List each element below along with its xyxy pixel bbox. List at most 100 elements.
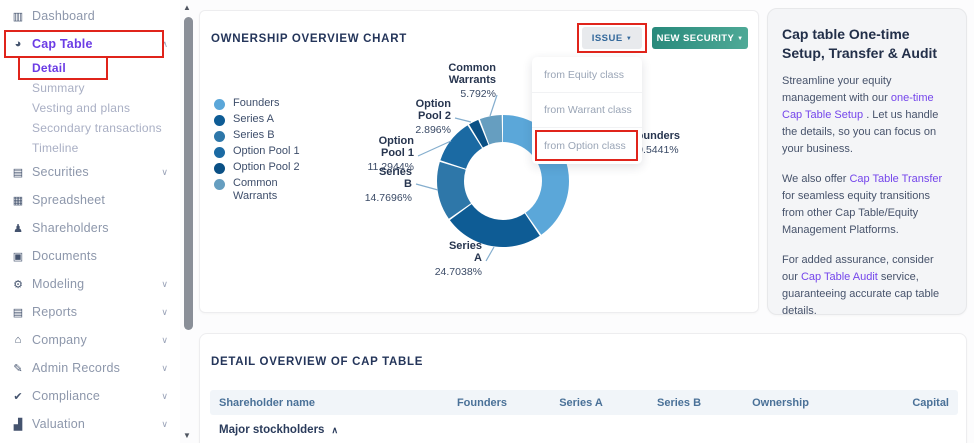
sidebar-item-label: Admin Records <box>32 361 121 375</box>
promo-paragraph-2: We also offer Cap Table Transfer for sea… <box>782 171 952 239</box>
column-header-founders: Founders <box>456 396 508 409</box>
admin-records-icon: ✎ <box>13 362 23 375</box>
sidebar-item-label: Summary <box>32 81 85 95</box>
sidebar-item-label: Cap Table <box>32 37 93 51</box>
sidebar-item-valuation[interactable]: ▟ Valuation ∨ <box>0 410 180 438</box>
sidebar-item-shareholders[interactable]: ♟ Shareholders <box>0 214 180 242</box>
promo-text: . Let us handle the details, so you can … <box>782 108 939 155</box>
chart-card-title: OWNERSHIP OVERVIEW CHART <box>211 33 407 45</box>
group-row-label: Major stockholders <box>219 424 325 436</box>
sidebar-item-spreadsheet[interactable]: ▦ Spreadsheet <box>0 186 180 214</box>
scroll-up-icon[interactable]: ▲ <box>183 3 191 12</box>
promo-link[interactable]: one-time Cap Table Setup <box>782 91 934 121</box>
callout-option-pool-2: Option Pool 2 2.896% <box>415 98 451 136</box>
chevron-up-icon: ∧ <box>161 38 168 49</box>
sidebar-item-label: Modeling <box>32 277 85 291</box>
issue-button[interactable]: ISSUE ▼ <box>582 27 642 49</box>
reports-icon: ▤ <box>12 306 24 319</box>
sidebar-nav: ▥ Dashboard ◕ Cap Table ∧ Detail Summary Vestin… <box>0 2 180 438</box>
ownership-chart-card: OWNERSHIP OVERVIEW CHART Founders Series … <box>199 10 759 313</box>
sidebar-subitem-timeline[interactable]: Timeline <box>0 138 180 158</box>
dropdown-item-from-option-class[interactable]: from Option class <box>532 128 642 163</box>
dropdown-item-from-warrant-class[interactable]: from Warrant class <box>532 93 642 128</box>
sidebar-item-admin-records[interactable]: ✎ Admin Records ∨ <box>0 354 180 382</box>
promo-link[interactable]: Cap Table Transfer <box>849 173 943 186</box>
callout-value: 24.7038% <box>434 265 482 278</box>
documents-icon: ▣ <box>12 250 24 263</box>
callout-value: 14.7696% <box>364 191 412 204</box>
sidebar-item-label: Spreadsheet <box>32 193 106 207</box>
sidebar-item-label: Detail <box>32 61 66 75</box>
legend-label: Series A <box>233 113 274 125</box>
sidebar-item-modeling[interactable]: ⚙ Modeling ∨ <box>0 270 180 298</box>
chevron-down-icon: ▼ <box>625 35 633 42</box>
sidebar-item-label: Compliance <box>32 389 101 403</box>
callout-label: Option Pool 1 <box>378 135 414 159</box>
legend-item-founders[interactable]: Founders <box>214 97 324 110</box>
sidebar-subitem-vesting-and-plans[interactable]: Vesting and plans <box>0 98 180 118</box>
callout-founders: Founders 40.5441% <box>626 130 684 156</box>
callout-series-a: Series A 24.7038% <box>434 240 482 278</box>
sidebar-item-reports[interactable]: ▤ Reports ∨ <box>0 298 180 326</box>
promo-text: We also offer <box>782 173 850 186</box>
issue-button-label: ISSUE <box>591 32 623 44</box>
column-header-series-a: Series A <box>559 396 603 409</box>
sidebar-subitem-detail[interactable]: Detail <box>0 56 180 80</box>
securities-icon: ▤ <box>12 166 24 179</box>
callout-label: Common Warrants <box>448 62 496 86</box>
callout-value: 2.896% <box>415 123 451 136</box>
column-header-series-b: Series B <box>656 396 702 409</box>
new-security-button[interactable]: NEW SECURITY ▼ <box>652 27 748 49</box>
legend-swatch <box>214 179 225 190</box>
chevron-down-icon: ∨ <box>161 334 168 345</box>
scrollbar-thumb[interactable] <box>184 17 193 330</box>
dropdown-item-from-equity-class[interactable]: from Equity class <box>532 58 642 93</box>
scroll-down-icon[interactable]: ▼ <box>183 431 191 440</box>
sidebar-item-documents[interactable]: ▣ Documents <box>0 242 180 270</box>
promo-title: Cap table One-time Setup, Transfer & Aud… <box>782 26 938 61</box>
group-row-major-stockholders[interactable]: Major stockholders ∧ <box>219 424 338 436</box>
promo-paragraph-1: Streamline your equity management with o… <box>782 73 952 158</box>
callout-label: Series B <box>378 166 412 190</box>
callout-label: Founders <box>629 130 681 142</box>
sidebar-subitem-secondary-transactions[interactable]: Secondary transactions <box>0 118 180 138</box>
sidebar-item-cap-table[interactable]: ◕ Cap Table ∧ <box>0 30 180 58</box>
legend-item-option-pool-2[interactable]: Option Pool 2 <box>214 161 324 174</box>
sidebar-item-company[interactable]: ⌂ Company ∨ <box>0 326 180 354</box>
legend-item-series-b[interactable]: Series B <box>214 129 324 142</box>
chevron-up-icon[interactable]: ∧ <box>331 424 339 435</box>
sidebar: ▥ Dashboard ◕ Cap Table ∧ Detail Summary Vestin… <box>0 0 180 443</box>
callout-value: 40.5441% <box>631 143 679 156</box>
legend-item-series-a[interactable]: Series A <box>214 113 324 126</box>
column-header-shareholder-name: Shareholder name <box>219 396 315 409</box>
dashboard-icon: ▥ <box>12 10 24 23</box>
legend-label: Option Pool 1 <box>233 145 300 157</box>
scrollbar[interactable]: ▲ ▼ <box>180 0 197 443</box>
legend-item-option-pool-1[interactable]: Option Pool 1 <box>214 145 324 158</box>
new-security-button-label: NEW SECURITY <box>656 32 735 44</box>
legend-label: Series B <box>233 129 275 141</box>
legend-swatch <box>214 115 225 126</box>
sidebar-item-securities[interactable]: ▤ Securities ∨ <box>0 158 180 186</box>
chevron-down-icon: ∨ <box>161 306 168 317</box>
chevron-down-icon: ∨ <box>161 278 168 289</box>
promo-text: Streamline your equity management with o… <box>782 74 892 104</box>
sidebar-item-compliance[interactable]: ✔ Compliance ∨ <box>0 382 180 410</box>
column-header-ownership: Ownership <box>752 396 809 409</box>
sidebar-item-dashboard[interactable]: ▥ Dashboard <box>0 2 180 30</box>
modeling-icon: ⚙ <box>13 278 23 291</box>
callout-label: Option Pool 2 <box>415 98 451 122</box>
promo-link[interactable]: Cap Table Audit <box>800 271 878 284</box>
sidebar-subitem-summary[interactable]: Summary <box>0 78 180 98</box>
table-header-row: Shareholder name Founders Series A Series B… <box>210 390 958 415</box>
cap-table-icon: ◕ <box>14 38 22 50</box>
chevron-down-icon: ∨ <box>161 418 168 429</box>
sidebar-item-label: Company <box>32 333 87 347</box>
legend-item-common-warrants[interactable]: Common Warrants <box>214 177 324 203</box>
valuation-icon: ▟ <box>13 418 23 431</box>
promo-text: For added assurance, consider our <box>782 254 934 284</box>
spreadsheet-icon: ▦ <box>12 194 24 207</box>
column-header-capital: Capital <box>912 396 949 409</box>
sidebar-item-label: Timeline <box>32 141 79 155</box>
